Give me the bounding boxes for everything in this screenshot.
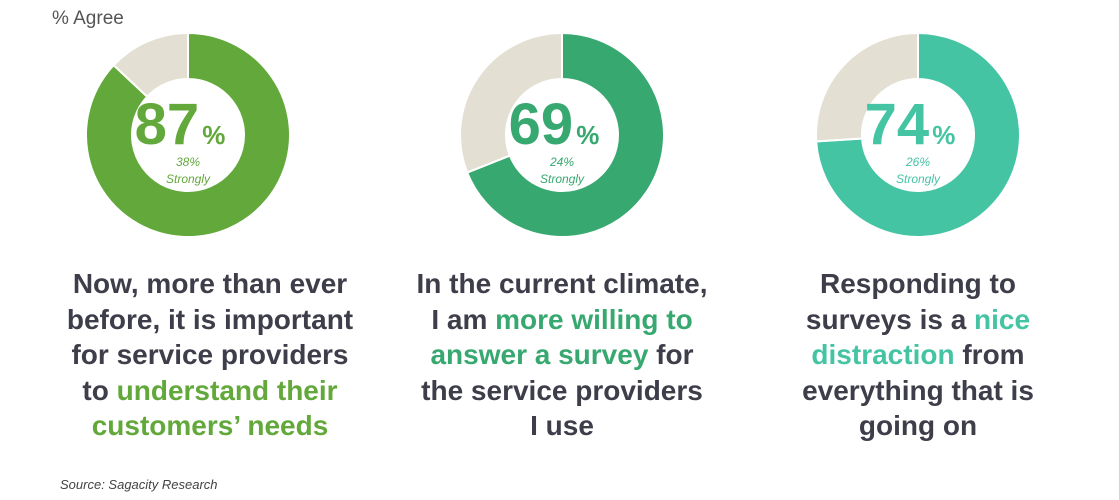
caption-text: going on — [858, 410, 978, 441]
caption-line: Responding to — [748, 266, 1088, 302]
donut-value-label: 69% — [509, 92, 600, 157]
caption-line: customers’ needs — [40, 408, 380, 444]
caption-text: for — [648, 339, 694, 370]
strongly-value: 38% — [176, 155, 200, 169]
caption-highlight: understand their — [116, 374, 338, 406]
strongly-label: Strongly — [540, 172, 585, 186]
donut-slice-remainder — [112, 31, 189, 99]
chart-subtitle: % Agree — [52, 8, 124, 29]
caption-text: the service providers — [421, 374, 703, 406]
caption-line: for service providers — [40, 337, 380, 373]
donut-value-label: 74% — [865, 92, 956, 157]
caption-highlight: nice — [974, 303, 1031, 335]
strongly-label: Strongly — [166, 172, 211, 186]
caption-text: to — [82, 374, 117, 406]
donut-slice-agree — [465, 31, 665, 238]
caption-text: Responding to — [820, 268, 1016, 299]
strongly-label: Strongly — [896, 172, 941, 186]
donut-unit: % — [202, 120, 225, 150]
caption-text: Now, more than ever — [72, 268, 348, 299]
donut-charts: 87 %38% Strongly 69 %24% Strongly 74 %26% Strong… — [85, 31, 1021, 238]
caption-line: Now, more than ever — [40, 266, 380, 302]
caption-line: the service providers — [392, 373, 732, 409]
caption-line: I use — [392, 408, 732, 444]
donut-value-label: 87% — [135, 92, 226, 157]
caption-line: going on — [748, 408, 1088, 444]
statement-caption: Responding to surveys is a nice distractio… — [748, 266, 1088, 444]
caption-line: answer a survey for — [392, 337, 732, 373]
caption-text: from — [954, 339, 1025, 370]
caption-line: In the current climate, — [392, 266, 732, 302]
caption-line: to understand their — [40, 373, 380, 409]
caption-line: surveys is a nice — [748, 302, 1088, 338]
caption-line: I am more willing to — [392, 302, 732, 338]
strongly-value: 24% — [549, 155, 574, 169]
caption-highlight: distraction — [811, 339, 955, 370]
strongly-value: 26% — [905, 155, 930, 169]
donut-unit: % — [576, 120, 599, 150]
donut-slice-remainder — [815, 31, 919, 143]
donut-slice-agree — [85, 31, 291, 238]
donut-unit: % — [932, 120, 955, 150]
caption-text: everything that is — [802, 374, 1034, 406]
caption-highlight: answer a survey — [430, 339, 649, 370]
caption-line: everything that is — [748, 373, 1088, 409]
caption-highlight: more willing to — [495, 303, 693, 335]
caption-line: before, it is important — [40, 302, 380, 338]
caption-text: for service providers — [71, 339, 349, 370]
caption-text: surveys is a — [805, 303, 975, 335]
caption-line: distraction from — [748, 337, 1088, 373]
statement-caption: Now, more than ever before, it is importa… — [40, 266, 380, 444]
donut-slice-agree — [815, 31, 1021, 238]
caption-highlight: customers’ needs — [91, 410, 329, 441]
caption-text: In the current climate, — [416, 268, 708, 299]
source-note: Source: Sagacity Research — [60, 477, 218, 492]
caption-text: before, it is important — [66, 303, 354, 335]
caption-text: I am — [431, 303, 496, 335]
statement-caption: In the current climate, I am more willing… — [392, 266, 732, 444]
caption-text: I use — [530, 410, 594, 441]
donut-slice-remainder — [459, 31, 563, 174]
